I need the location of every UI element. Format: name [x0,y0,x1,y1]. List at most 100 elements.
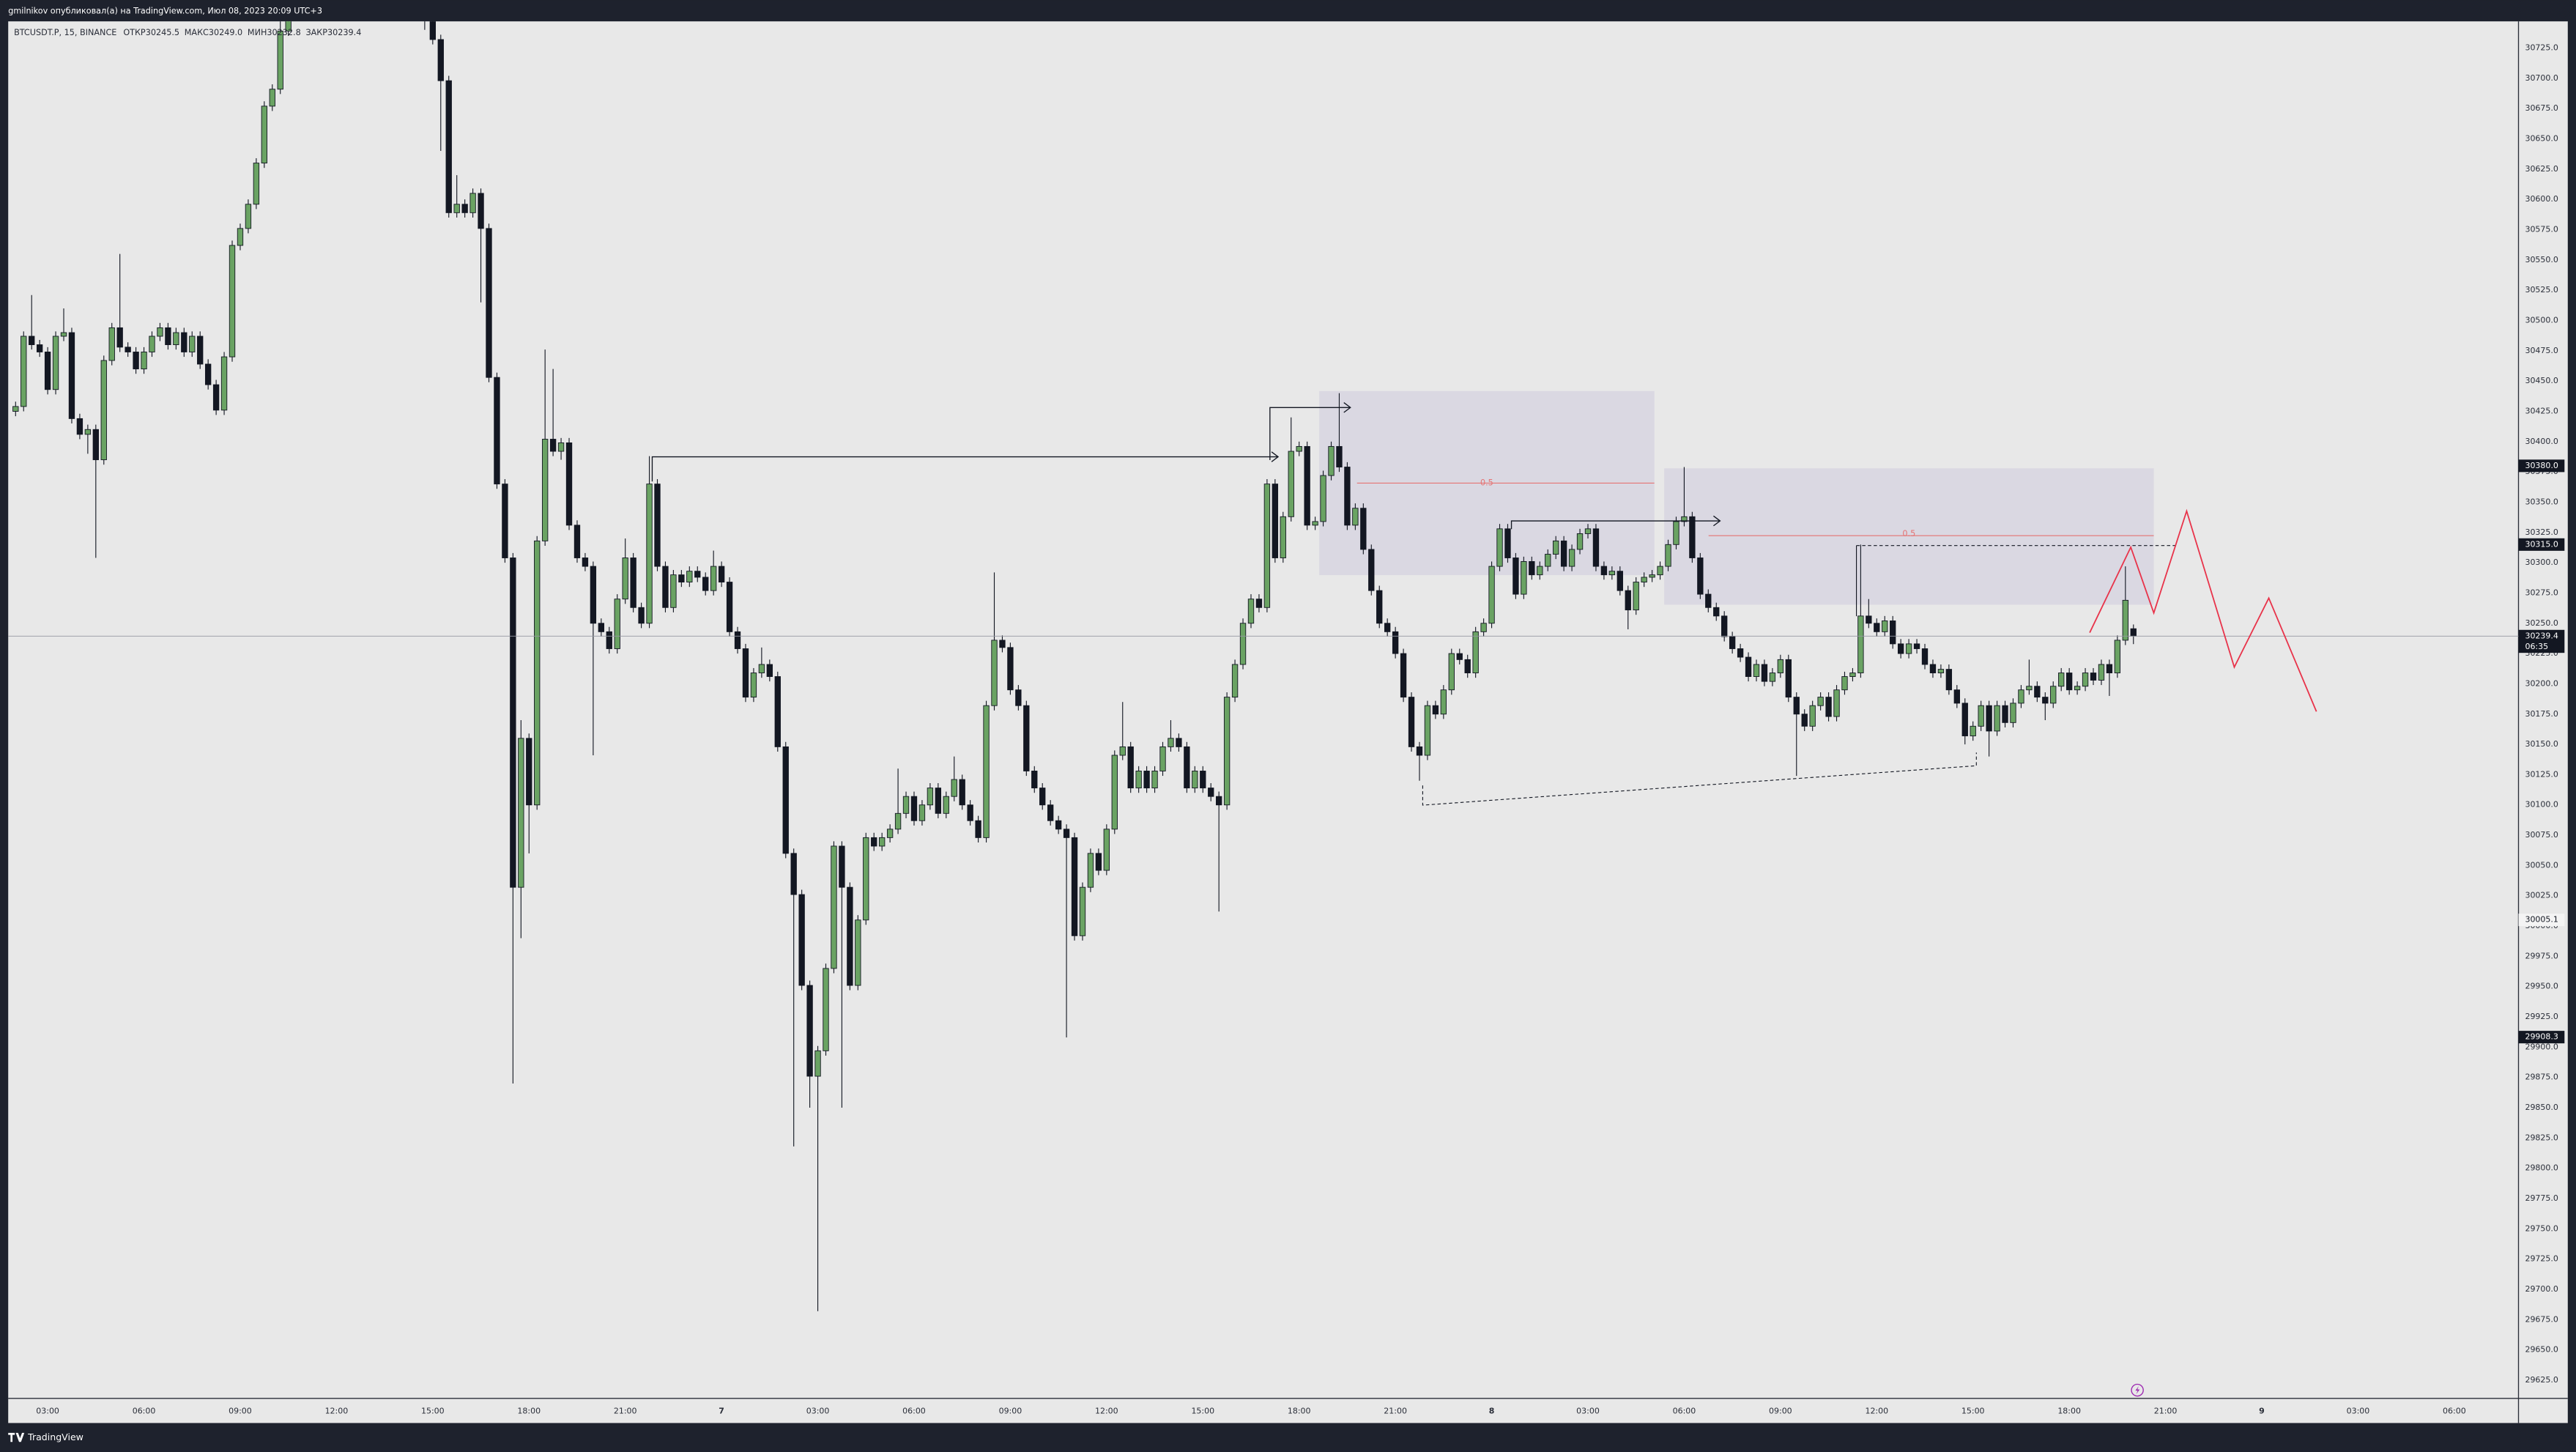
candle-body [108,327,115,361]
candle-body [967,804,973,821]
candle-body [1897,643,1904,654]
candle-body [60,332,67,337]
legend-field: ОТКР [123,28,146,37]
legend-field: МИН [248,28,267,37]
y-tick-label: 30125.0 [2525,769,2558,779]
x-tick-label: 18:00 [2057,1407,2081,1416]
x-tick-label: 12:00 [325,1407,349,1416]
candle-body [237,228,244,246]
candle-body [694,571,701,578]
candle-body [1600,566,1608,576]
x-tick-label: 15:00 [421,1407,445,1416]
candle-body [1312,521,1318,526]
y-tick-label: 30725.0 [2525,43,2558,53]
candle-body [1753,664,1760,677]
brand-name: TradingView [27,1431,83,1442]
candle-body [2026,686,2033,691]
last-price-marker [2518,629,2565,653]
x-tick-label: 06:00 [1673,1407,1696,1416]
arrow-line [1510,520,1721,530]
candle-body [1641,577,1647,583]
candle-body [590,566,597,624]
candle-body [855,919,861,986]
candle-body [1529,561,1535,576]
price-marker [2518,459,2565,473]
candle-body [2002,705,2008,723]
candle-body [1087,853,1094,888]
candle-body [1882,621,1888,632]
candle-body [1488,566,1495,624]
y-tick-label: 30400.0 [2525,437,2558,446]
candle-body [133,352,139,370]
candle-body [1103,829,1110,871]
legend-symbol: BTCUSDT.P, 15, BINANCE [14,28,116,37]
candle-body [1464,659,1471,674]
y-tick-label: 30700.0 [2525,73,2558,83]
event-icon[interactable] [2131,1383,2144,1397]
x-tick-label: 18:00 [517,1407,541,1416]
y-tick-label: 29950.0 [2525,982,2558,991]
y-tick-label: 30300.0 [2525,558,2558,567]
candle-body [116,327,123,348]
x-tick-label: 15:00 [1191,1407,1214,1416]
candle-body [1440,689,1447,715]
candle-body [1448,653,1455,691]
candle-body [1184,746,1190,789]
candle-body [606,631,612,649]
candle-body [165,327,171,346]
candle-body [2042,697,2049,704]
y-tick-label: 30625.0 [2525,164,2558,174]
candle-body [1801,714,1808,727]
candle-body [622,558,628,600]
candle-body [1296,445,1302,452]
candle-body [975,820,981,838]
drawings-back [1319,390,2154,605]
candle-body [1913,643,1920,649]
candle-body [1063,829,1070,838]
candle-body [734,631,741,649]
y-tick-label: 30150.0 [2525,739,2558,749]
candle-body [1376,590,1383,624]
y-tick-label: 30675.0 [2525,103,2558,113]
time-axis [8,1398,2519,1423]
candle-body [534,540,541,806]
y-tick-label: 30050.0 [2525,860,2558,870]
price-marker-label: 30315.0 [2525,539,2558,549]
candle-body [1159,746,1166,771]
candle-body [1216,796,1222,806]
candle-body [1633,582,1639,611]
x-tick-label: 06:00 [902,1407,926,1416]
candle-body [1833,689,1840,717]
candle-body [2114,640,2121,674]
candle-body [823,968,829,1051]
zone-label: 0.5 [1480,478,1493,487]
candle-body [157,327,163,337]
candle-body [959,779,965,806]
y-tick-label: 30175.0 [2525,709,2558,719]
price-axis [2518,21,2568,1423]
candle-body [1208,788,1214,797]
candle-body [541,439,549,541]
projection-path [2089,508,2317,712]
candle-body [502,484,508,558]
y-tick-label: 29800.0 [2525,1163,2558,1173]
candle-body [1328,445,1335,476]
y-tick-label: 30500.0 [2525,315,2558,325]
candle-body [758,664,765,674]
candle-body [1617,571,1623,591]
candle-body [2106,664,2113,674]
candle-body [1576,533,1584,550]
candle-body [750,673,757,698]
candle-body [1336,445,1343,467]
candle-body [1665,544,1671,567]
x-tick-label: 03:00 [2347,1407,2370,1416]
legend-field: МАКС [185,28,209,37]
candle-body [790,853,797,895]
candle-body [1432,705,1439,715]
candle-body [2122,599,2128,641]
drawings: 0.5 0.5 [651,401,2317,806]
candle-body [1937,669,1945,674]
price-marker-label: 30005.1 [2525,915,2558,925]
candle-body [1231,664,1239,698]
